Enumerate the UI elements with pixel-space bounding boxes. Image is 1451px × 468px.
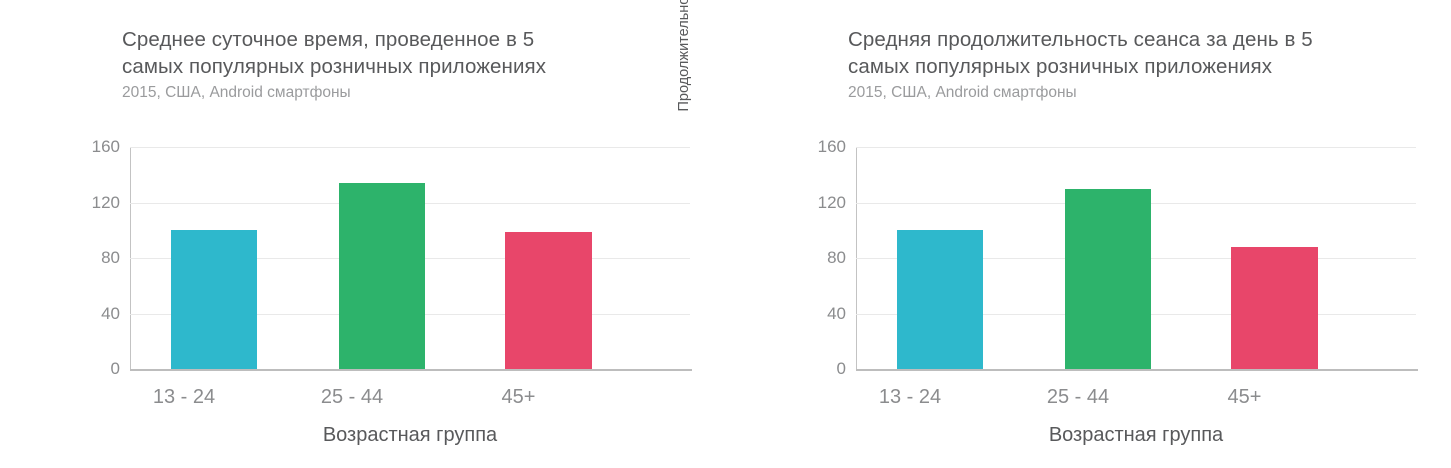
bars-container: [856, 147, 1416, 369]
bar-45-plus[interactable]: [1231, 246, 1318, 369]
y-tick-120: 120: [91, 192, 120, 212]
bar-13-24[interactable]: [171, 230, 257, 369]
bars-container: [130, 147, 690, 369]
chart-subtitle: 2015, США, Android смартфоны: [848, 84, 1077, 101]
x-tick-45-plus: 45+: [501, 386, 536, 408]
x-axis-line: [130, 369, 692, 371]
title-block: Среднее суточное время, проведенное в 5 …: [122, 26, 702, 103]
chart-title: Средняя продолжительность сеанса за день…: [848, 28, 1313, 78]
plot-area: Суточное время 0 40 80 120 160 13 - 24: [0, 0, 725, 468]
bar-25-44[interactable]: [1065, 188, 1151, 369]
bar-25-44[interactable]: [339, 183, 425, 369]
y-tick-0: 0: [836, 359, 846, 378]
y-tick-160: 160: [91, 137, 120, 156]
x-axis-title: Возрастная группа: [1048, 424, 1224, 446]
chart-panel-daily-time: Среднее суточное время, проведенное в 5 …: [0, 0, 725, 468]
gridline-160: [130, 147, 690, 148]
y-tick-120: 120: [817, 192, 846, 212]
y-tick-80: 80: [827, 248, 846, 267]
chart-subtitle: 2015, США, Android смартфоны: [122, 84, 351, 101]
plot-area: Продолжительность сеанса 0 40 80 120 160…: [676, 0, 1451, 468]
bar-13-24[interactable]: [897, 230, 983, 369]
chart-title: Среднее суточное время, проведенное в 5 …: [122, 28, 547, 78]
y-tick-160: 160: [817, 137, 846, 156]
chart-panel-session-length: Средняя продолжительность сеанса за день…: [676, 0, 1451, 468]
y-axis-ticks: 0 40 80 120 160: [60, 137, 120, 378]
gridline-160: [856, 147, 1416, 148]
x-tick-45-plus: 45+: [1227, 386, 1262, 408]
y-tick-40: 40: [827, 303, 846, 323]
bar-45-plus[interactable]: [505, 231, 592, 369]
x-axis-line: [856, 369, 1418, 371]
y-tick-40: 40: [101, 303, 120, 323]
x-tick-25-44: 25 - 44: [320, 386, 384, 408]
title-block: Средняя продолжительность сеанса за день…: [848, 26, 1428, 103]
x-tick-25-44: 25 - 44: [1046, 386, 1110, 408]
y-axis-ticks: 0 40 80 120 160: [786, 137, 846, 378]
x-tick-13-24: 13 - 24: [878, 386, 942, 408]
y-tick-0: 0: [110, 359, 120, 378]
x-axis-title: Возрастная группа: [322, 424, 498, 446]
y-tick-80: 80: [101, 248, 120, 267]
x-tick-13-24: 13 - 24: [152, 386, 216, 408]
y-axis-title: Продолжительность сеанса: [676, 0, 692, 112]
